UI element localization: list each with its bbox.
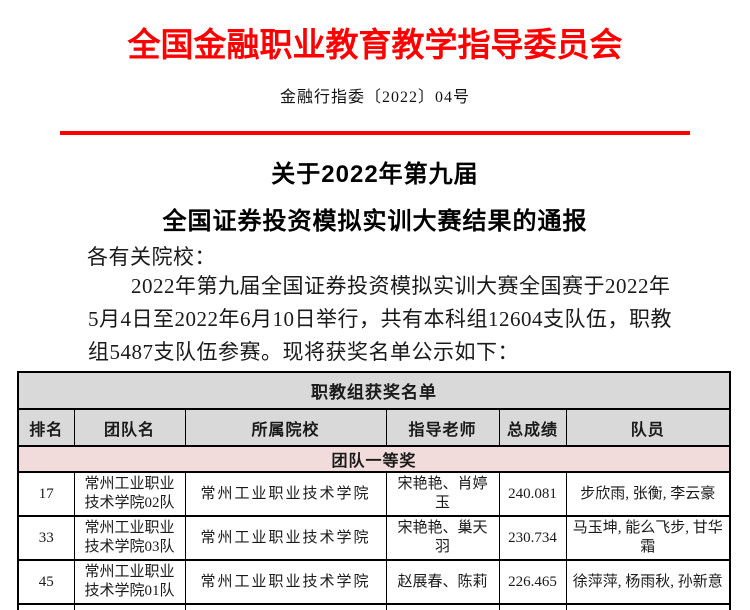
teachers-cell: 宋艳艳、肖婷玉 [385, 471, 500, 517]
members-cell: 马玉坤, 能么飞步, 甘华霜 [565, 515, 731, 561]
school-cell: 常州工业职业技术学院 [184, 471, 387, 517]
empty-cell [565, 603, 731, 610]
members-cell: 徐萍萍, 杨雨秋, 孙新意 [565, 559, 731, 605]
table-row: 17 常州工业职业技术学院02队 常州工业职业技术学院 宋艳艳、肖婷玉 240.… [17, 471, 731, 517]
table-row: 45 常州工业职业技术学院01队 常州工业职业技术学院 赵展春、陈莉 226.4… [17, 559, 731, 605]
members-cell: 步欣雨, 张衡, 李云豪 [565, 471, 731, 517]
org-title: 全国金融职业教育教学指导委员会 [127, 28, 623, 64]
table-header-row: 排名 团队名 所属院校 指导老师 总成绩 队员 [17, 408, 731, 447]
award-section-header: 团队一等奖 [17, 445, 731, 473]
team-cell: 常州工业职业技术学院01队 [73, 559, 186, 605]
teachers-cell: 赵展春、陈莉 [385, 559, 500, 605]
results-table: 职教组获奖名单 排名 团队名 所属院校 指导老师 总成绩 队员 团队一等奖 17… [17, 371, 732, 610]
doc-number: 金融行指委〔2022〕04号 [279, 89, 470, 106]
rank-cell: 33 [17, 515, 75, 561]
col-header-teachers: 指导老师 [385, 408, 500, 447]
empty-cell [17, 603, 75, 610]
table-row: 33 常州工业职业技术学院03队 常州工业职业技术学院 宋艳艳、巢天羽 230.… [17, 515, 731, 561]
rank-cell: 45 [17, 559, 75, 605]
table-caption: 职教组获奖名单 [17, 371, 731, 410]
table-caption-row: 职教组获奖名单 [17, 371, 731, 410]
body-paragraph: 2022年第九届全国证券投资模拟实训大赛全国赛于2022年 5月4日至2022年… [88, 270, 678, 369]
score-cell: 230.734 [498, 515, 567, 561]
notice-title-line2: 全国证券投资模拟实训大赛结果的通报 [162, 208, 588, 235]
empty-cell [73, 603, 186, 610]
paragraph-line: 5月4日至2022年6月10日举行，共有本科组12604支队伍，职教 [88, 307, 672, 331]
empty-cell [385, 603, 500, 610]
award-section-row: 团队一等奖 [17, 445, 731, 473]
empty-cell [498, 603, 567, 610]
team-cell: 常州工业职业技术学院03队 [73, 515, 186, 561]
teachers-cell: 宋艳艳、巢天羽 [385, 515, 500, 561]
team-cell: 常州工业职业技术学院02队 [73, 471, 186, 517]
col-header-school: 所属院校 [184, 408, 387, 447]
school-cell: 常州工业职业技术学院 [184, 559, 387, 605]
notice-title-line1: 关于2022年第九届 [271, 161, 479, 188]
score-cell: 226.465 [498, 559, 567, 605]
rank-cell: 17 [17, 471, 75, 517]
score-cell: 240.081 [498, 471, 567, 517]
col-header-score: 总成绩 [498, 408, 567, 447]
red-divider-rule [60, 131, 690, 135]
col-header-members: 队员 [565, 408, 731, 447]
paragraph-line: 2022年第九届全国证券投资模拟实训大赛全国赛于2022年 [131, 274, 671, 298]
table-row-partial [17, 603, 731, 610]
salutation: 各有关院校： [87, 245, 216, 269]
col-header-rank: 排名 [17, 408, 75, 447]
col-header-team: 团队名 [73, 408, 186, 447]
empty-cell [184, 603, 387, 610]
school-cell: 常州工业职业技术学院 [184, 515, 387, 561]
paragraph-line: 组5487支队伍参赛。现将获奖名单公示如下： [88, 340, 519, 364]
